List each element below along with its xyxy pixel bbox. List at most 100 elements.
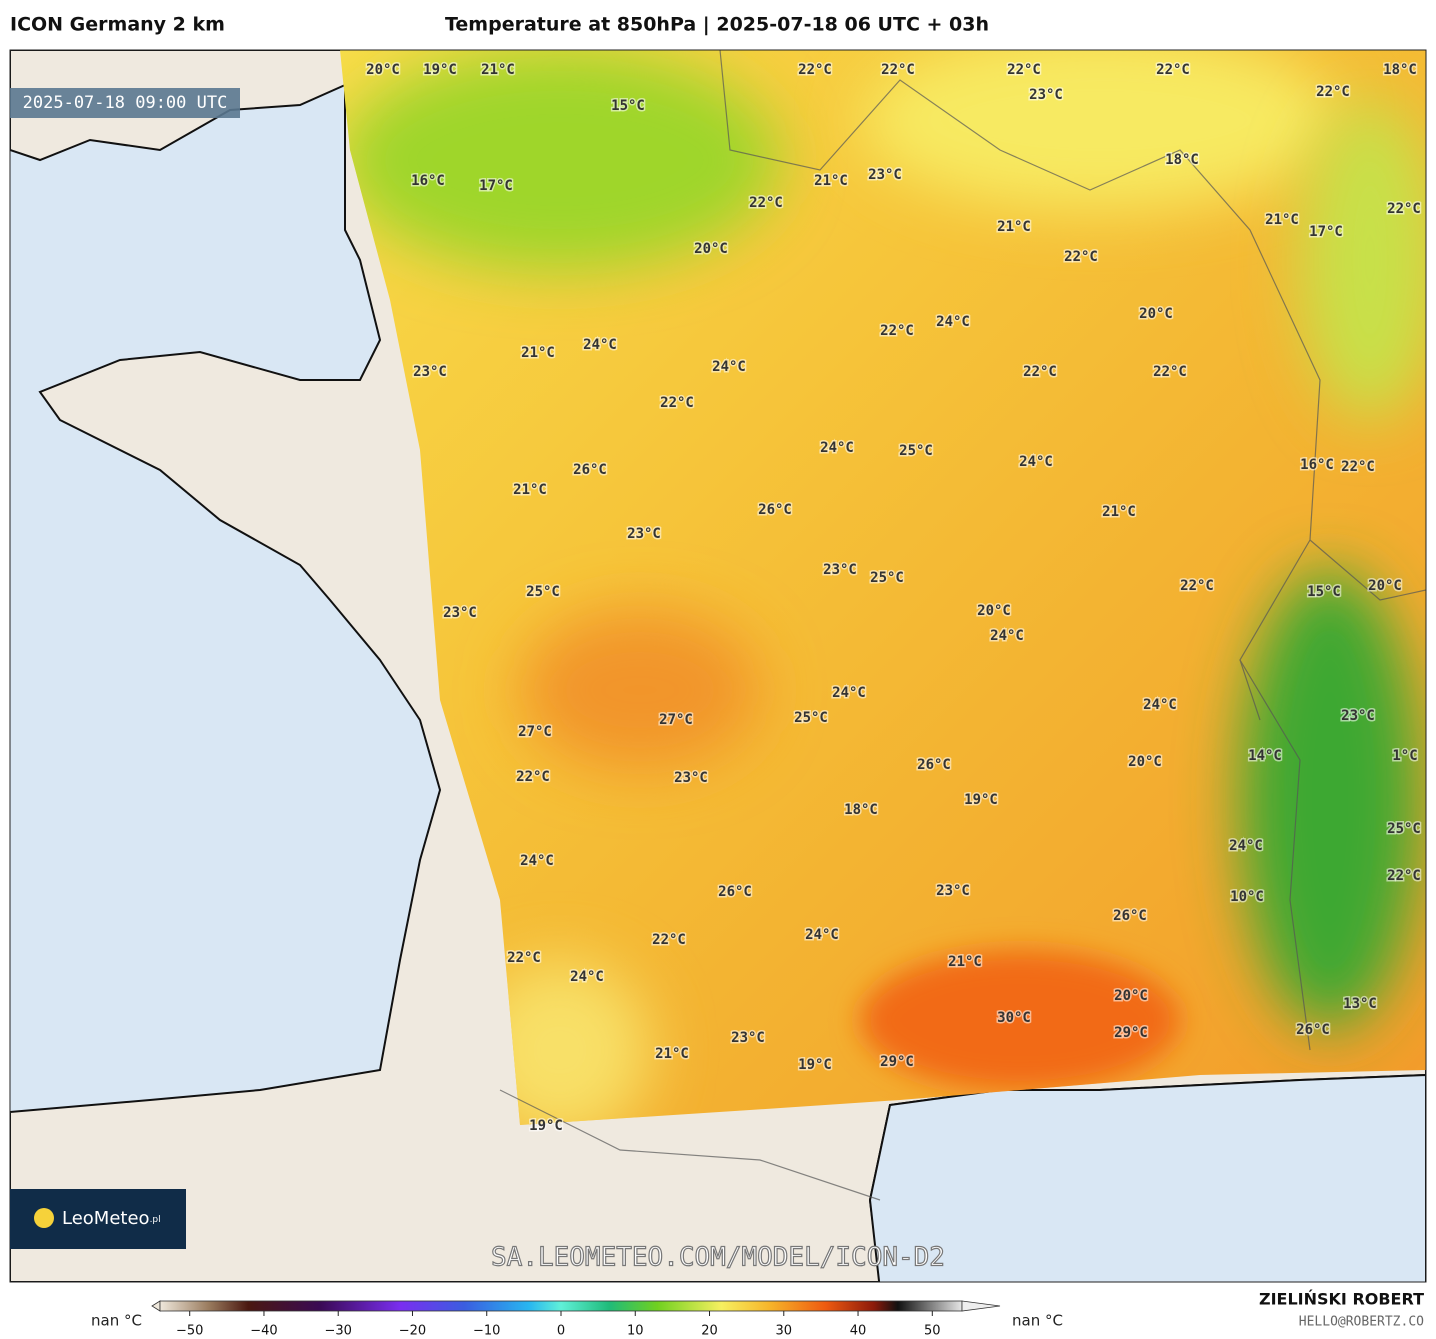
temperature-label: 19°C (529, 1118, 563, 1134)
temperature-label: 22°C (1023, 364, 1057, 380)
temperature-label: 27°C (659, 712, 693, 728)
temperature-label: 24°C (1229, 838, 1263, 854)
temperature-label: 23°C (1029, 87, 1063, 103)
chart-title: Temperature at 850hPa | 2025-07-18 06 UT… (445, 14, 989, 36)
logo-name: LeoMeteo (62, 1208, 150, 1229)
temperature-label: 17°C (479, 178, 513, 194)
temperature-label: 24°C (712, 359, 746, 375)
temperature-label: 20°C (694, 241, 728, 257)
temperature-label: 15°C (1307, 584, 1341, 600)
temperature-label: 24°C (570, 969, 604, 985)
tick-label: 30 (776, 1324, 793, 1339)
temperature-label: 22°C (507, 950, 541, 966)
temperature-label: 22°C (1341, 459, 1375, 475)
temperature-label: 21°C (814, 173, 848, 189)
temperature-label: 15°C (611, 98, 645, 114)
temperature-label: 20°C (1128, 754, 1162, 770)
temperature-label: 21°C (997, 219, 1031, 235)
temperature-label: 19°C (423, 62, 457, 78)
timestamp: 2025-07-18 09:00 UTC (23, 93, 228, 113)
temperature-label: 16°C (411, 173, 445, 189)
colorbar-under (151, 1300, 161, 1312)
border-line (1239, 659, 1311, 1051)
temperature-label: 21°C (948, 954, 982, 970)
temperature-label: 21°C (1265, 212, 1299, 228)
temperature-label: 29°C (1114, 1025, 1148, 1041)
temperature-label: 25°C (1387, 821, 1421, 837)
temperature-label: 20°C (1114, 988, 1148, 1004)
temperature-label: 25°C (870, 570, 904, 586)
mediterranean (868, 1073, 1426, 1282)
temperature-label: 23°C (627, 526, 661, 542)
colorbar-ticks: −50 −40 −30 −20 −10 0 10 20 30 40 50 (176, 1311, 941, 1339)
colorbar-over (961, 1300, 1001, 1312)
model-name: ICON Germany 2 km (10, 14, 225, 36)
tick-label: 10 (627, 1324, 644, 1339)
logo: LeoMeteo.pl (62, 1208, 161, 1229)
temperature-label: 18°C (1165, 152, 1199, 168)
temperature-label: 22°C (881, 62, 915, 78)
temperature-label: 23°C (443, 605, 477, 621)
temperature-label: 24°C (820, 440, 854, 456)
temperature-label: 26°C (573, 462, 607, 478)
border-line (719, 50, 1321, 721)
colorbar (159, 1300, 963, 1312)
cool-north (860, 50, 1340, 210)
temperature-label: 19°C (798, 1057, 832, 1073)
cool-channel (340, 50, 780, 270)
temperature-label: 22°C (652, 932, 686, 948)
timestamp-box (10, 88, 240, 118)
temperature-label: 24°C (832, 685, 866, 701)
temperature-label: 29°C (880, 1054, 914, 1070)
email: HELLO@ROBERTZ.CO (1299, 1315, 1424, 1330)
temperature-label: 1°C (1392, 748, 1417, 764)
temperature-label: 20°C (1368, 578, 1402, 594)
temperature-label: 24°C (1143, 697, 1177, 713)
border-line (499, 1089, 881, 1201)
temperature-label: 22°C (1180, 578, 1214, 594)
under-label: nan °C (91, 1312, 142, 1330)
temperature-label: 16°C (1300, 457, 1334, 473)
temperature-label: 22°C (880, 323, 914, 339)
over-label: nan °C (1012, 1312, 1063, 1330)
temperature-label: 22°C (1387, 201, 1421, 217)
temperature-label: 14°C (1248, 748, 1282, 764)
watermark: SA.LEOMETEO.COM/MODEL/ICON-D2 (491, 1243, 945, 1273)
temperature-label: 25°C (899, 443, 933, 459)
temperature-label: 23°C (413, 364, 447, 380)
tick-label: −30 (325, 1324, 352, 1339)
temperature-label: 27°C (518, 724, 552, 740)
map-frame (9, 49, 1427, 1283)
logo-suffix: .pl (150, 1215, 161, 1225)
temperature-label: 24°C (520, 853, 554, 869)
temperature-label: 23°C (823, 562, 857, 578)
temperature-label: 21°C (481, 62, 515, 78)
temperature-label: 24°C (805, 927, 839, 943)
temperature-label: 20°C (977, 603, 1011, 619)
temperature-label: 22°C (749, 195, 783, 211)
temperature-label: 22°C (1064, 249, 1098, 265)
temperature-label: 23°C (731, 1030, 765, 1046)
temperature-label: 21°C (655, 1046, 689, 1062)
temperature-labels: 20°C 19°C 21°C 22°C 22°C 22°C 22°C 18°C 15°C 23°C… (365, 61, 1423, 1136)
temperature-label: 24°C (1019, 454, 1053, 470)
tick-label: −50 (176, 1324, 203, 1339)
temperature-label: 22°C (798, 62, 832, 78)
temperature-label: 23°C (1341, 708, 1375, 724)
temperature-label: 26°C (1296, 1022, 1330, 1038)
temperature-label: 30°C (997, 1010, 1031, 1026)
tick-label: −10 (473, 1324, 500, 1339)
tick-label: −40 (250, 1324, 277, 1339)
temperature-label: 21°C (513, 482, 547, 498)
warm-center (520, 610, 760, 770)
hot-south (860, 950, 1180, 1090)
temperature-label: 21°C (521, 345, 555, 361)
alps (1240, 570, 1420, 1030)
temperature-label: 18°C (844, 802, 878, 818)
tick-label: 50 (924, 1324, 941, 1339)
tick-label: 0 (557, 1324, 565, 1339)
temperature-label: 26°C (718, 884, 752, 900)
temperature-label: 24°C (990, 628, 1024, 644)
temperature-label: 24°C (583, 337, 617, 353)
